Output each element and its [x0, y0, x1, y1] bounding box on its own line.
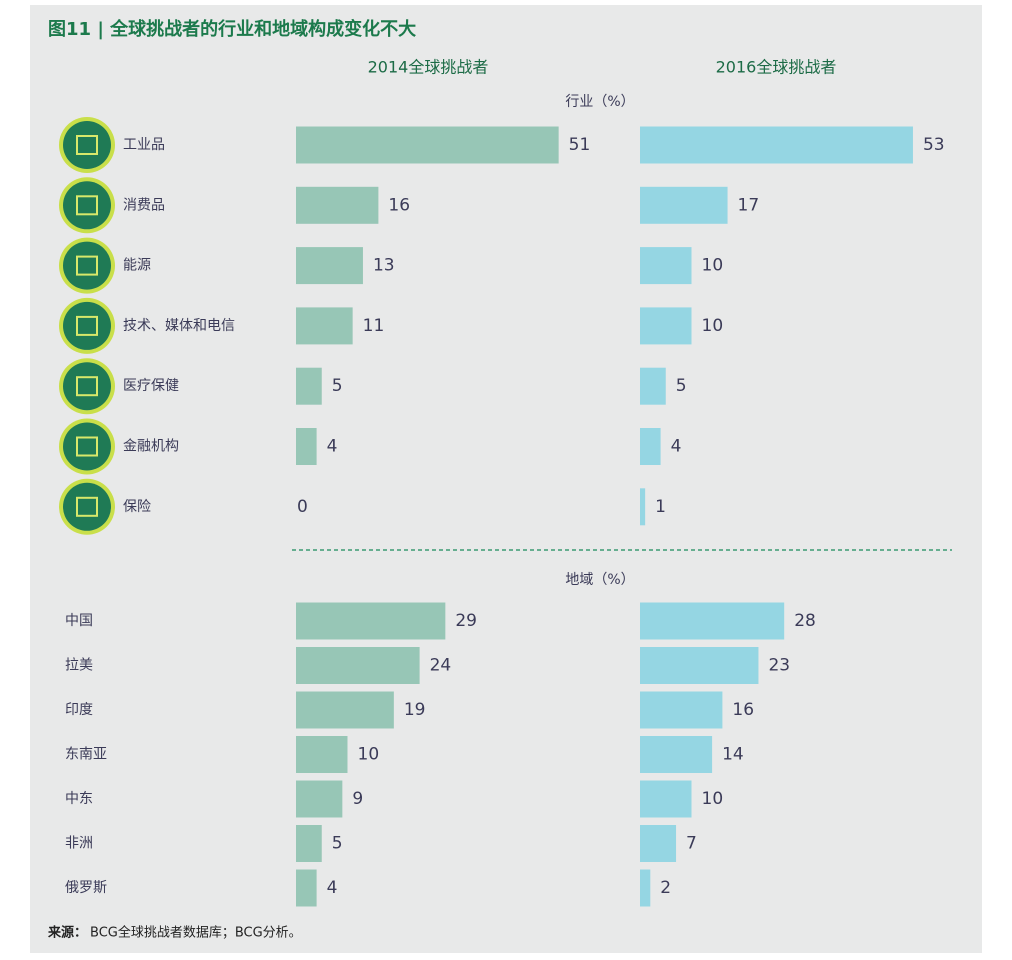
subtitle: 地域（%）	[565, 572, 634, 588]
bar	[640, 780, 692, 818]
bar	[640, 186, 728, 224]
bar	[296, 825, 322, 862]
category-label: 保险	[123, 499, 151, 515]
category-label: 中国	[65, 613, 93, 629]
value-label: 29	[455, 611, 477, 631]
category-label: 东南亚	[65, 747, 107, 763]
bar	[296, 780, 343, 818]
bar	[640, 691, 723, 729]
value-label: 4	[671, 437, 682, 457]
icon	[63, 422, 111, 471]
value-label: 5	[332, 834, 343, 854]
icon	[63, 181, 111, 230]
value-label: 51	[569, 135, 591, 155]
category-label: 拉美	[65, 658, 93, 674]
value-label: 24	[430, 656, 452, 676]
value-label: 16	[732, 700, 754, 720]
column-header: 2016全球挑战者	[716, 58, 837, 77]
icon	[63, 362, 111, 411]
value-label: 14	[722, 745, 744, 765]
icon	[63, 121, 111, 169]
bar	[640, 602, 785, 640]
source-label: 来源：	[47, 925, 87, 941]
category-label: 消费品	[123, 197, 165, 213]
value-label: 10	[702, 256, 724, 276]
category-label: 中东	[65, 791, 93, 807]
chart-title: 图11 | 全球挑战者的行业和地域构成变化不大	[48, 18, 416, 40]
bar	[296, 247, 363, 285]
icon-glyph	[76, 255, 98, 276]
bar	[640, 825, 677, 862]
value-label: 0	[297, 497, 308, 517]
bar	[296, 428, 317, 465]
value-label: 10	[358, 745, 380, 765]
category-label: 俄罗斯	[65, 880, 107, 896]
value-label: 17	[738, 195, 760, 215]
icon	[63, 482, 111, 531]
value-label: 9	[352, 789, 363, 809]
bar	[640, 307, 692, 345]
value-label: 16	[388, 195, 410, 215]
bar	[296, 736, 348, 773]
value-label: 13	[373, 256, 395, 276]
source: BCG全球挑战者数据库；BCG分析。	[90, 925, 302, 941]
category-label: 医疗保健	[123, 378, 179, 394]
icon-glyph	[76, 135, 98, 155]
value-label: 5	[676, 376, 687, 396]
bar	[640, 126, 913, 164]
category-label: 金融机构	[123, 439, 179, 455]
bar	[296, 647, 420, 684]
bar	[296, 186, 379, 224]
category-label: 工业品	[123, 137, 165, 153]
icon-glyph	[76, 436, 98, 457]
value-label: 19	[404, 700, 426, 720]
icon	[63, 301, 111, 350]
bar	[640, 736, 713, 773]
bar	[296, 367, 322, 405]
value-label: 28	[794, 611, 816, 631]
value-label: 4	[327, 878, 338, 898]
icon-glyph	[76, 195, 98, 216]
category-label: 印度	[65, 702, 93, 718]
value-label: 5	[332, 376, 343, 396]
category-label: 技术、媒体和电信	[123, 318, 235, 334]
value-label: 23	[768, 656, 790, 676]
column-header: 2014全球挑战者	[368, 58, 489, 77]
value-label: 10	[702, 789, 724, 809]
value-label: 11	[363, 316, 385, 336]
bar	[640, 247, 692, 285]
subtitle: 行业（%）	[565, 94, 634, 110]
value-label: 10	[702, 316, 724, 336]
icon-glyph	[76, 315, 98, 336]
bar	[296, 869, 317, 907]
category-label: 非洲	[65, 836, 93, 852]
bar	[640, 367, 666, 405]
value-label: 53	[923, 135, 945, 155]
category-label: 能源	[123, 258, 151, 274]
bar	[640, 869, 651, 907]
icon-glyph	[76, 376, 98, 397]
value-label: 1	[655, 497, 666, 517]
bar	[640, 647, 759, 684]
value-label: 2	[660, 878, 671, 898]
bar	[296, 126, 559, 164]
bar	[640, 428, 661, 465]
icon-glyph	[76, 496, 98, 517]
icon	[63, 241, 111, 290]
bar	[296, 691, 394, 729]
value-label: 7	[686, 834, 697, 854]
bar	[296, 307, 353, 345]
bar	[640, 488, 646, 526]
bar	[296, 602, 446, 640]
value-label: 4	[327, 437, 338, 457]
